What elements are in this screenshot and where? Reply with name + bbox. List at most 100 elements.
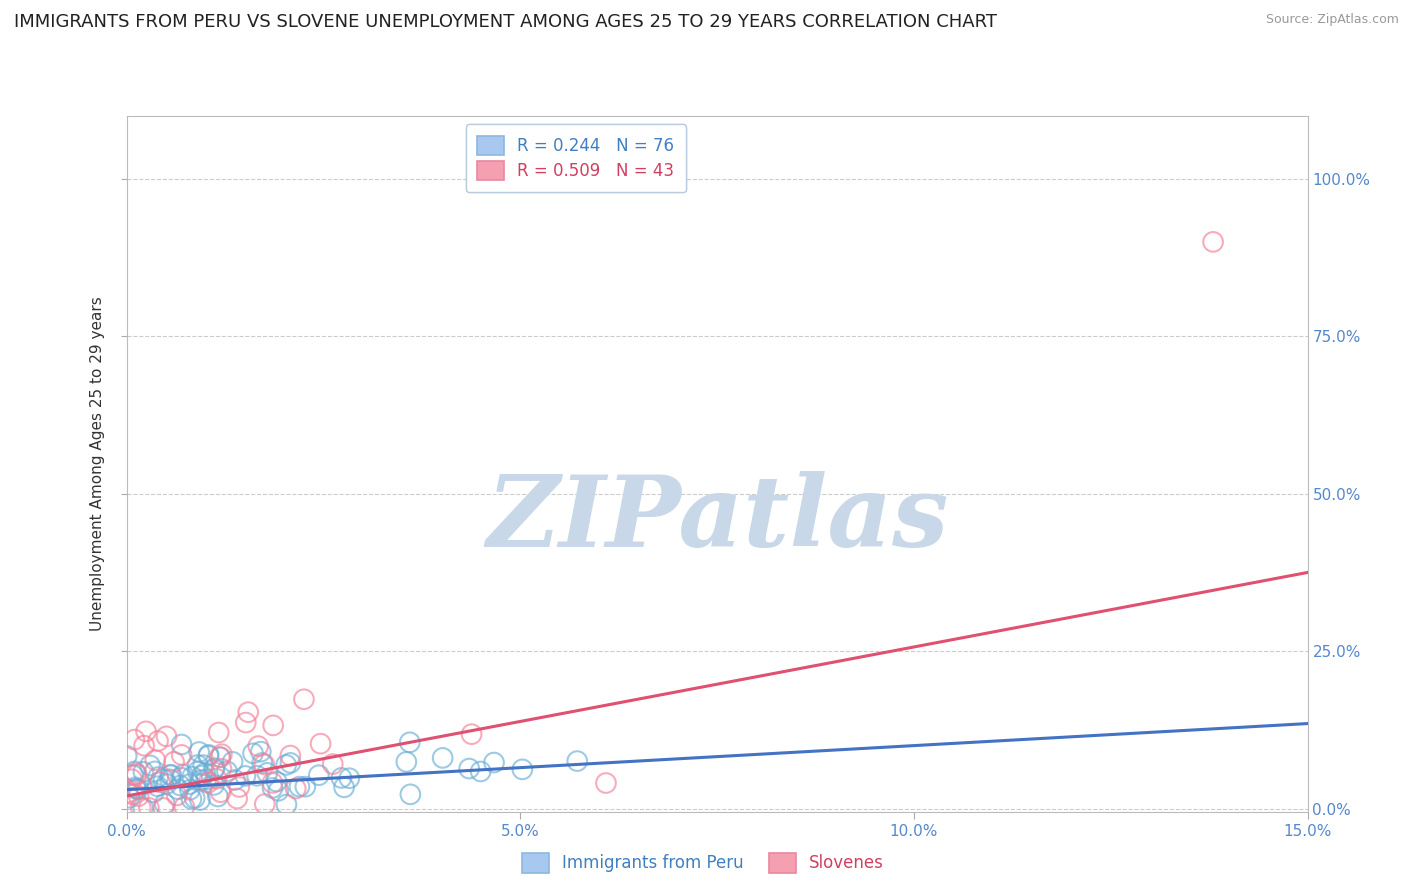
Point <box>238 705 260 719</box>
Point <box>187 758 209 772</box>
Point <box>215 764 238 779</box>
Point <box>267 784 290 798</box>
Point <box>226 791 249 805</box>
Point <box>132 739 155 753</box>
Y-axis label: Unemployment Among Ages 25 to 29 years: Unemployment Among Ages 25 to 29 years <box>90 296 105 632</box>
Point <box>202 763 225 777</box>
Text: IMMIGRANTS FROM PERU VS SLOVENE UNEMPLOYMENT AMONG AGES 25 TO 29 YEARS CORRELATI: IMMIGRANTS FROM PERU VS SLOVENE UNEMPLOY… <box>14 13 997 31</box>
Point <box>135 724 157 739</box>
Point <box>337 771 360 785</box>
Point <box>143 764 166 779</box>
Point <box>228 780 250 794</box>
Point <box>458 762 481 776</box>
Point <box>235 715 257 730</box>
Point <box>173 799 195 814</box>
Point <box>308 768 330 782</box>
Point <box>242 747 264 761</box>
Point <box>333 780 356 795</box>
Point <box>1202 235 1225 249</box>
Point <box>276 758 298 772</box>
Point <box>159 768 181 782</box>
Point <box>190 773 212 788</box>
Point <box>187 764 209 779</box>
Point <box>166 789 188 803</box>
Point <box>567 754 589 768</box>
Point <box>280 756 302 770</box>
Point <box>167 782 190 797</box>
Point <box>128 789 150 803</box>
Point <box>127 781 149 796</box>
Point <box>330 771 353 785</box>
Point <box>117 786 139 800</box>
Point <box>250 756 273 770</box>
Point <box>124 764 146 779</box>
Point <box>118 790 141 805</box>
Point <box>159 772 181 787</box>
Point <box>209 785 232 799</box>
Point <box>322 757 344 772</box>
Point <box>138 801 160 815</box>
Point <box>142 785 165 799</box>
Point <box>482 756 505 770</box>
Point <box>399 788 422 802</box>
Text: ZIPatlas: ZIPatlas <box>486 471 948 567</box>
Point <box>292 692 315 706</box>
Point <box>179 777 201 791</box>
Point <box>121 772 143 787</box>
Point <box>143 753 166 767</box>
Point <box>202 761 225 775</box>
Point <box>188 793 211 807</box>
Point <box>194 765 217 780</box>
Point <box>250 745 273 759</box>
Point <box>122 768 145 782</box>
Point <box>180 792 202 806</box>
Point <box>247 739 270 753</box>
Point <box>253 797 276 811</box>
Point <box>253 757 276 772</box>
Point <box>208 725 231 739</box>
Point <box>294 780 316 794</box>
Point <box>595 776 617 790</box>
Point <box>179 782 201 797</box>
Point <box>124 732 146 747</box>
Point <box>197 775 219 789</box>
Point <box>163 755 186 769</box>
Point <box>183 791 205 805</box>
Point <box>132 764 155 779</box>
Point <box>221 755 243 769</box>
Point <box>132 801 155 815</box>
Point <box>169 779 191 793</box>
Legend: Immigrants from Peru, Slovenes: Immigrants from Peru, Slovenes <box>516 847 890 880</box>
Point <box>172 768 194 782</box>
Point <box>209 750 232 764</box>
Point <box>208 750 231 764</box>
Point <box>262 780 284 795</box>
Point <box>156 777 179 791</box>
Point <box>148 770 170 784</box>
Point <box>146 734 169 748</box>
Point <box>288 780 311 794</box>
Point <box>262 776 284 790</box>
Point <box>262 718 284 732</box>
Point <box>146 779 169 793</box>
Point <box>197 747 219 762</box>
Point <box>160 768 183 782</box>
Point <box>195 772 218 787</box>
Point <box>139 758 162 772</box>
Point <box>197 748 219 763</box>
Point <box>470 764 492 779</box>
Point <box>235 769 257 783</box>
Point <box>280 748 302 763</box>
Point <box>115 748 138 763</box>
Point <box>512 763 534 777</box>
Point <box>246 769 269 783</box>
Point <box>129 801 152 815</box>
Point <box>395 755 418 769</box>
Point <box>460 727 482 741</box>
Point <box>211 747 233 762</box>
Point <box>398 735 420 749</box>
Point <box>224 772 246 787</box>
Point <box>209 762 232 776</box>
Point <box>207 789 229 804</box>
Point <box>284 781 307 796</box>
